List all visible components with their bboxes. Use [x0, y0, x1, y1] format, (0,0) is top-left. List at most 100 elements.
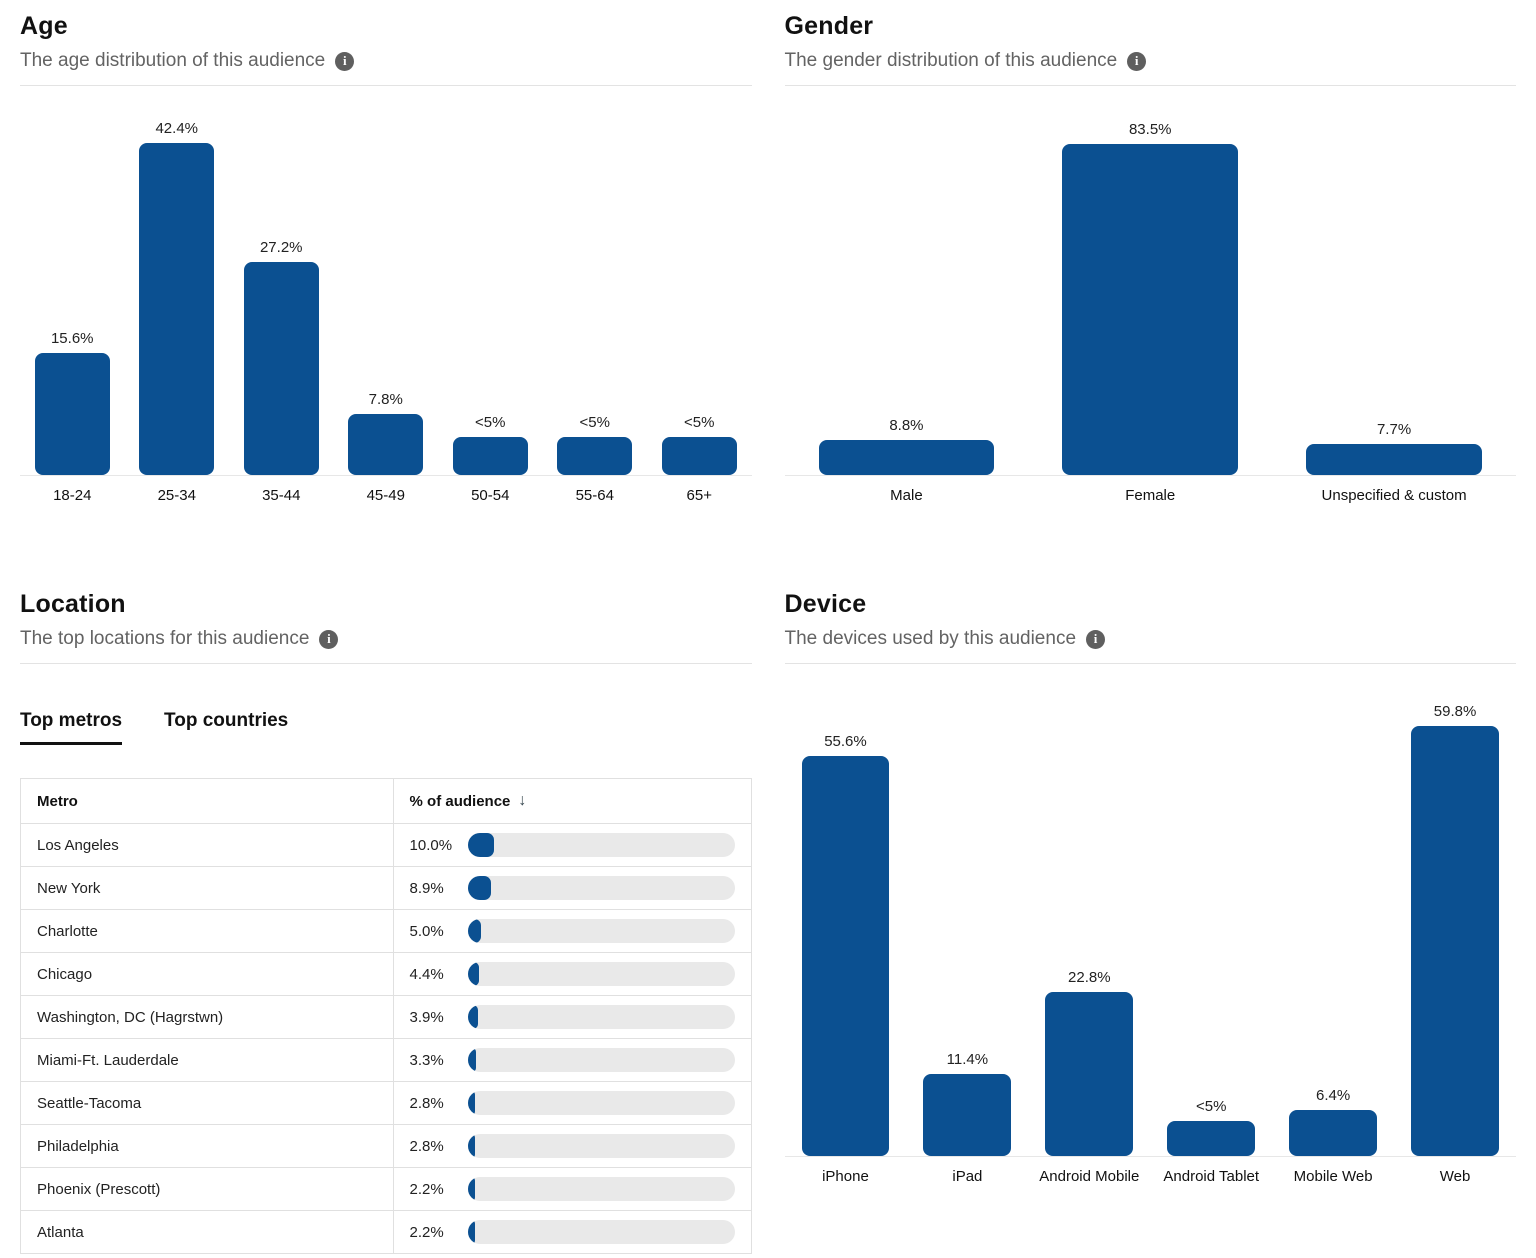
bar-value-label: 6.4% — [1316, 1087, 1351, 1104]
device-panel-subtitle: The devices used by this audience — [784, 628, 1077, 649]
info-icon[interactable]: i — [335, 51, 355, 71]
pct-bar-fill — [467, 1134, 476, 1158]
category-label: Mobile Web — [1293, 1168, 1373, 1185]
category-label: 50-54 — [471, 487, 510, 504]
age-bar-column: <5% — [543, 113, 648, 475]
metro-column-header: Metro — [20, 778, 394, 824]
pct-value: 2.2% — [409, 1223, 444, 1241]
bar-value-label: 15.6% — [50, 330, 94, 347]
pct-of-audience-cell: 2.8% — [392, 1124, 752, 1168]
metro-name: Charlotte — [20, 909, 394, 953]
metro-name: Chicago — [20, 952, 394, 996]
gender-bar-chart: 8.8% 83.5% 7.7% Male Female Unspecified & cu… — [784, 113, 1517, 504]
pct-bar-fill — [467, 876, 492, 900]
metro-name: Washington, DC (Hagrstwn) — [20, 995, 394, 1039]
gender-bar-unspecified-custom[interactable] — [1306, 444, 1482, 475]
age-category-axis: 18-24 25-34 35-44 45-49 50-54 55-64 65+ — [20, 476, 752, 504]
category-label: 65+ — [686, 487, 712, 504]
divider — [20, 663, 752, 664]
bar-value-label: 59.8% — [1433, 703, 1477, 720]
metro-name: Phoenix (Prescott) — [20, 1167, 394, 1211]
location-tabs: Top metros Top countries — [20, 710, 752, 745]
pct-of-audience-cell: 2.8% — [392, 1081, 752, 1125]
pct-bar-fill — [467, 1177, 475, 1201]
bar-value-label: 55.6% — [824, 733, 867, 750]
sort-descending-icon: ↓ — [518, 792, 527, 809]
gender-bar-female[interactable] — [1062, 144, 1239, 475]
age-panel: Age The age distribution of this audienc… — [20, 12, 752, 504]
pct-of-audience-cell: 3.9% — [392, 995, 752, 1039]
pct-bar-track — [467, 1177, 735, 1201]
gender-bar-male[interactable] — [818, 440, 995, 475]
pct-bar-fill — [467, 1005, 478, 1029]
device-bar-ipad[interactable] — [923, 1074, 1012, 1156]
divider — [784, 663, 1516, 664]
device-bar-android-mobile[interactable] — [1045, 992, 1134, 1156]
pct-bar-fill — [467, 962, 480, 986]
bar-value-label: <5% — [1196, 1098, 1227, 1115]
info-icon[interactable]: i — [1127, 51, 1147, 71]
pct-of-audience-cell: 3.3% — [392, 1038, 752, 1082]
pct-bar-track — [467, 1048, 735, 1072]
metro-name: Seattle-Tacoma — [20, 1081, 394, 1125]
tab-top-metros[interactable]: Top metros — [20, 710, 123, 745]
category-label: Android Mobile — [1039, 1168, 1140, 1185]
pct-value: 2.8% — [409, 1094, 444, 1112]
info-icon[interactable]: i — [319, 629, 339, 649]
device-bar-column: 11.4% — [906, 691, 1028, 1156]
device-plot-area: 55.6% 11.4% 22.8% <5% 6.4% 59.8% — [784, 691, 1516, 1157]
location-panel-title: Location — [20, 590, 126, 618]
bar-value-label: <5% — [684, 414, 715, 431]
age-bar-45-49[interactable] — [348, 414, 424, 475]
age-bar-50-54[interactable] — [452, 437, 528, 475]
metro-name: Miami-Ft. Lauderdale — [20, 1038, 394, 1082]
category-label: Female — [1125, 487, 1176, 504]
category-label: 45-49 — [366, 487, 405, 504]
category-label: 55-64 — [575, 487, 614, 504]
age-bar-25-34[interactable] — [139, 143, 215, 475]
bar-value-label: 22.8% — [1068, 969, 1111, 986]
pct-column-header: % of audience ↓ — [392, 778, 752, 824]
category-label: 18-24 — [53, 487, 92, 504]
device-bar-web[interactable] — [1411, 726, 1499, 1156]
pct-value: 3.3% — [409, 1051, 444, 1069]
pct-value: 5.0% — [409, 922, 444, 940]
device-bar-android-tablet[interactable] — [1167, 1121, 1256, 1156]
sort-by-audience[interactable]: % of audience ↓ — [409, 792, 527, 810]
device-bar-column: 59.8% — [1394, 691, 1516, 1156]
pct-value: 8.9% — [409, 879, 444, 897]
pct-bar-track — [467, 1005, 735, 1029]
device-panel: Device The devices used by this audience… — [784, 590, 1516, 1254]
table-row: Phoenix (Prescott) 2.2% — [20, 1167, 752, 1211]
pct-of-audience-cell: 2.2% — [392, 1210, 752, 1254]
pct-bar-track — [467, 1220, 735, 1244]
category-label: iPad — [952, 1168, 983, 1185]
metro-name: Atlanta — [20, 1210, 394, 1254]
age-bar-18-24[interactable] — [34, 353, 110, 475]
location-panel-subtitle: The top locations for this audience — [20, 628, 310, 649]
age-panel-title: Age — [20, 12, 68, 40]
device-bar-mobile-web[interactable] — [1289, 1110, 1378, 1156]
info-icon[interactable]: i — [1086, 629, 1106, 649]
device-panel-title: Device — [784, 590, 867, 618]
gender-bar-column: 8.8% — [785, 113, 1029, 475]
gender-bar-column: 83.5% — [1028, 113, 1272, 475]
age-bar-55-64[interactable] — [557, 437, 633, 475]
age-bar-chart: 15.6% 42.4% 27.2% 7.8% <5% <5% <5% 18-24 25-34 3… — [20, 113, 752, 504]
age-bar-35-44[interactable] — [243, 262, 319, 475]
tab-top-countries[interactable]: Top countries — [164, 710, 289, 731]
pct-bar-fill — [467, 919, 481, 943]
metro-name: New York — [20, 866, 394, 910]
pct-value: 3.9% — [409, 1008, 444, 1026]
gender-category-axis: Male Female Unspecified & custom — [785, 476, 1517, 504]
device-bar-iphone[interactable] — [801, 756, 890, 1156]
pct-of-audience-cell: 5.0% — [392, 909, 752, 953]
divider — [784, 85, 1516, 86]
category-label: 25-34 — [157, 487, 196, 504]
pct-value: 10.0% — [409, 836, 453, 854]
pct-of-audience-cell: 8.9% — [392, 866, 752, 910]
age-bar-65+[interactable] — [661, 437, 737, 475]
metro-name: Los Angeles — [20, 823, 394, 867]
device-bar-column: 55.6% — [785, 691, 907, 1156]
